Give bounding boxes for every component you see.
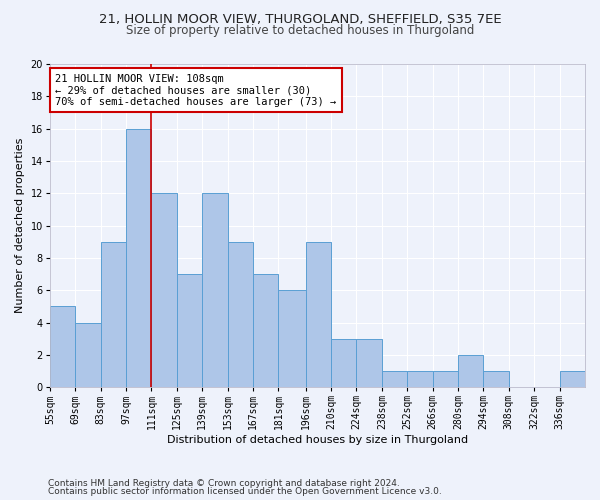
Bar	[101, 242, 126, 388]
Bar	[227, 242, 253, 388]
Bar	[202, 194, 227, 388]
Bar	[382, 371, 407, 388]
Bar	[177, 274, 202, 388]
Text: 21 HOLLIN MOOR VIEW: 108sqm
← 29% of detached houses are smaller (30)
70% of sem: 21 HOLLIN MOOR VIEW: 108sqm ← 29% of det…	[55, 74, 337, 107]
Bar	[356, 339, 382, 388]
Text: Contains public sector information licensed under the Open Government Licence v3: Contains public sector information licen…	[48, 487, 442, 496]
Bar	[151, 194, 177, 388]
Bar	[278, 290, 305, 388]
X-axis label: Distribution of detached houses by size in Thurgoland: Distribution of detached houses by size …	[167, 435, 468, 445]
Bar	[458, 355, 484, 388]
Bar	[407, 371, 433, 388]
Bar	[331, 339, 356, 388]
Bar	[253, 274, 278, 388]
Bar	[433, 371, 458, 388]
Text: 21, HOLLIN MOOR VIEW, THURGOLAND, SHEFFIELD, S35 7EE: 21, HOLLIN MOOR VIEW, THURGOLAND, SHEFFI…	[98, 12, 502, 26]
Y-axis label: Number of detached properties: Number of detached properties	[15, 138, 25, 314]
Text: Size of property relative to detached houses in Thurgoland: Size of property relative to detached ho…	[126, 24, 474, 37]
Bar	[50, 306, 75, 388]
Bar	[305, 242, 331, 388]
Bar	[126, 128, 151, 388]
Bar	[560, 371, 585, 388]
Bar	[484, 371, 509, 388]
Text: Contains HM Land Registry data © Crown copyright and database right 2024.: Contains HM Land Registry data © Crown c…	[48, 478, 400, 488]
Bar	[75, 322, 101, 388]
